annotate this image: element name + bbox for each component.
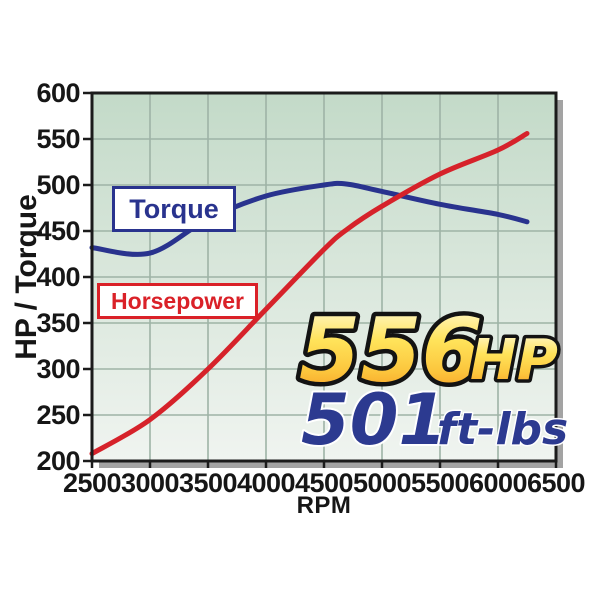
svg-text:350: 350 [36, 308, 80, 338]
y-axis-tick-labels: 600 550 500 450 400 350 300 250 200 [36, 78, 80, 476]
svg-text:4000: 4000 [237, 468, 295, 498]
svg-text:250: 250 [36, 400, 80, 430]
svg-text:500: 500 [36, 170, 80, 200]
gridlines [92, 93, 556, 461]
svg-text:200: 200 [36, 446, 80, 476]
svg-text:5000: 5000 [353, 468, 411, 498]
peak-torque-value: 501 [301, 379, 447, 461]
svg-text:5500: 5500 [411, 468, 469, 498]
svg-text:6000: 6000 [469, 468, 527, 498]
svg-text:400: 400 [36, 262, 80, 292]
peak-hp-unit: HP [470, 328, 558, 393]
torque-series-label: Torque [112, 186, 236, 232]
horsepower-series-label: Horsepower [97, 283, 258, 319]
horsepower-series-label-text: Horsepower [111, 287, 244, 314]
y-axis-title: HP / Torque [10, 194, 43, 360]
svg-text:6500: 6500 [527, 468, 585, 498]
svg-text:3000: 3000 [121, 468, 179, 498]
tick-marks [83, 91, 558, 468]
peak-torque-unit: ft-lbs [437, 404, 568, 455]
svg-text:4500: 4500 [295, 468, 353, 498]
peak-hp-value: 556 [299, 299, 483, 402]
svg-text:550: 550 [36, 124, 80, 154]
data-series-lines [89, 131, 530, 457]
svg-text:600: 600 [36, 78, 80, 108]
x-axis-title: RPM [297, 492, 352, 519]
svg-text:300: 300 [36, 354, 80, 384]
svg-text:450: 450 [36, 216, 80, 246]
svg-text:3500: 3500 [179, 468, 237, 498]
torque-series-label-text: Torque [129, 193, 219, 224]
svg-text:2500: 2500 [63, 468, 121, 498]
x-axis-tick-labels: 2500 3000 3500 4000 4500 5000 5500 6000 6500 [63, 468, 586, 498]
